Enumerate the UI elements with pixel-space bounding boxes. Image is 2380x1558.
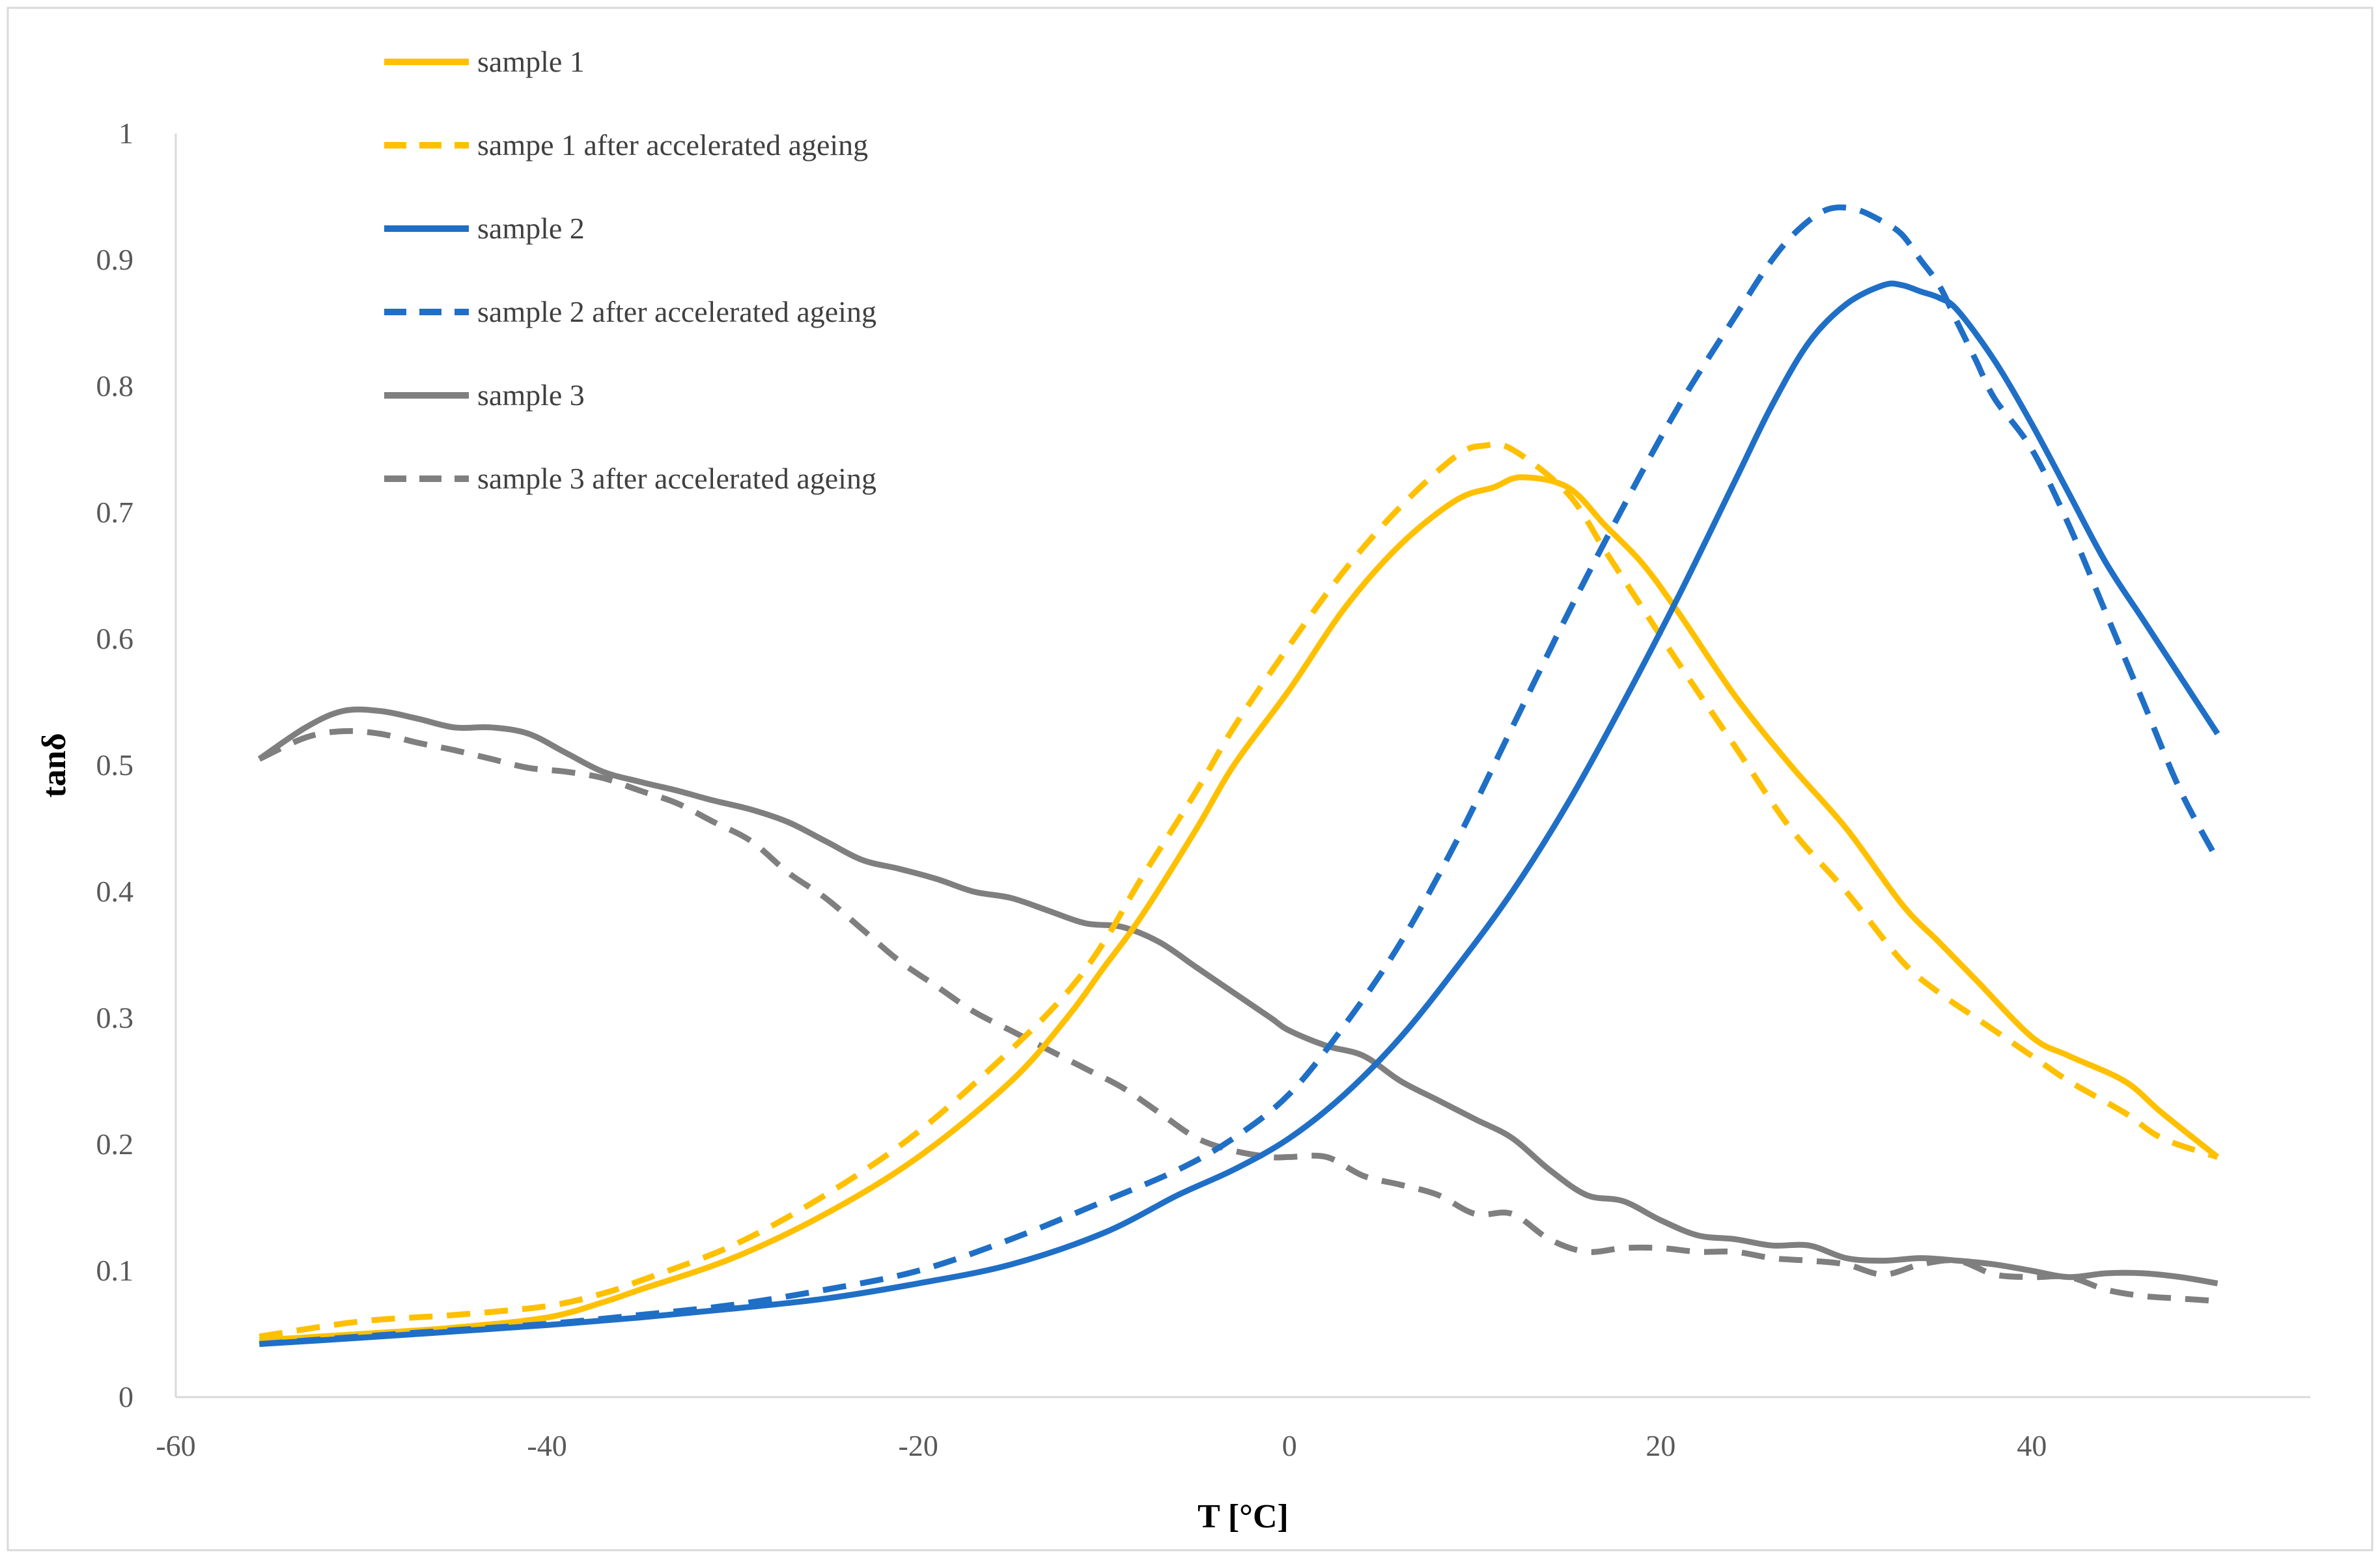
y-tick-label: 0.1 [96, 1254, 134, 1287]
y-tick-label: 0.6 [96, 622, 134, 655]
y-tick-labels: 0 0.1 0.2 0.3 0.4 0.5 0.6 0.7 0.8 0.9 1 [96, 117, 134, 1413]
legend-label: sample 3 [477, 378, 585, 412]
series-line-2 [259, 441, 2219, 1340]
series-line-6 [258, 728, 2218, 1305]
legend-label: sample 2 after accelerated ageing [477, 295, 876, 328]
axes [175, 134, 2310, 1398]
series-line-5 [257, 706, 2219, 1286]
legend-label: sample 3 after accelerated ageing [477, 462, 876, 495]
series-line-4 [259, 204, 2220, 1347]
x-tick-label: 40 [2017, 1429, 2047, 1462]
y-tick-label: 0.3 [96, 1001, 134, 1034]
x-tick-label: -20 [899, 1429, 938, 1462]
series-line-1 [259, 474, 2220, 1344]
y-tick-label: 1 [119, 117, 133, 150]
y-tick-label: 0.4 [96, 875, 134, 908]
x-tick-label: 20 [1645, 1429, 1675, 1462]
y-tick-label: 0.2 [96, 1127, 134, 1161]
x-tick-label: -40 [527, 1429, 567, 1462]
series-lines [257, 204, 2220, 1347]
x-tick-label: 0 [1282, 1429, 1297, 1462]
y-tick-label: 0.5 [96, 748, 134, 782]
x-axis-title: T [°C] [1197, 1498, 1289, 1535]
chart-border [7, 7, 2373, 1551]
y-axis-title: tanδ [36, 733, 73, 797]
legend: sample 1 sampe 1 after accelerated ageing… [384, 45, 876, 495]
x-tick-labels: -60 -40 -20 0 20 40 [156, 1429, 2047, 1462]
legend-label: sample 1 [477, 45, 585, 78]
x-tick-label: -60 [156, 1429, 195, 1462]
legend-label: sampe 1 after accelerated ageing [477, 128, 868, 162]
series-line-3 [259, 280, 2220, 1347]
y-tick-label: 0.8 [96, 369, 134, 403]
legend-label: sample 2 [477, 212, 585, 245]
y-tick-label: 0 [119, 1380, 133, 1413]
y-tick-label: 0.7 [96, 496, 134, 529]
y-tick-label: 0.9 [96, 243, 134, 276]
